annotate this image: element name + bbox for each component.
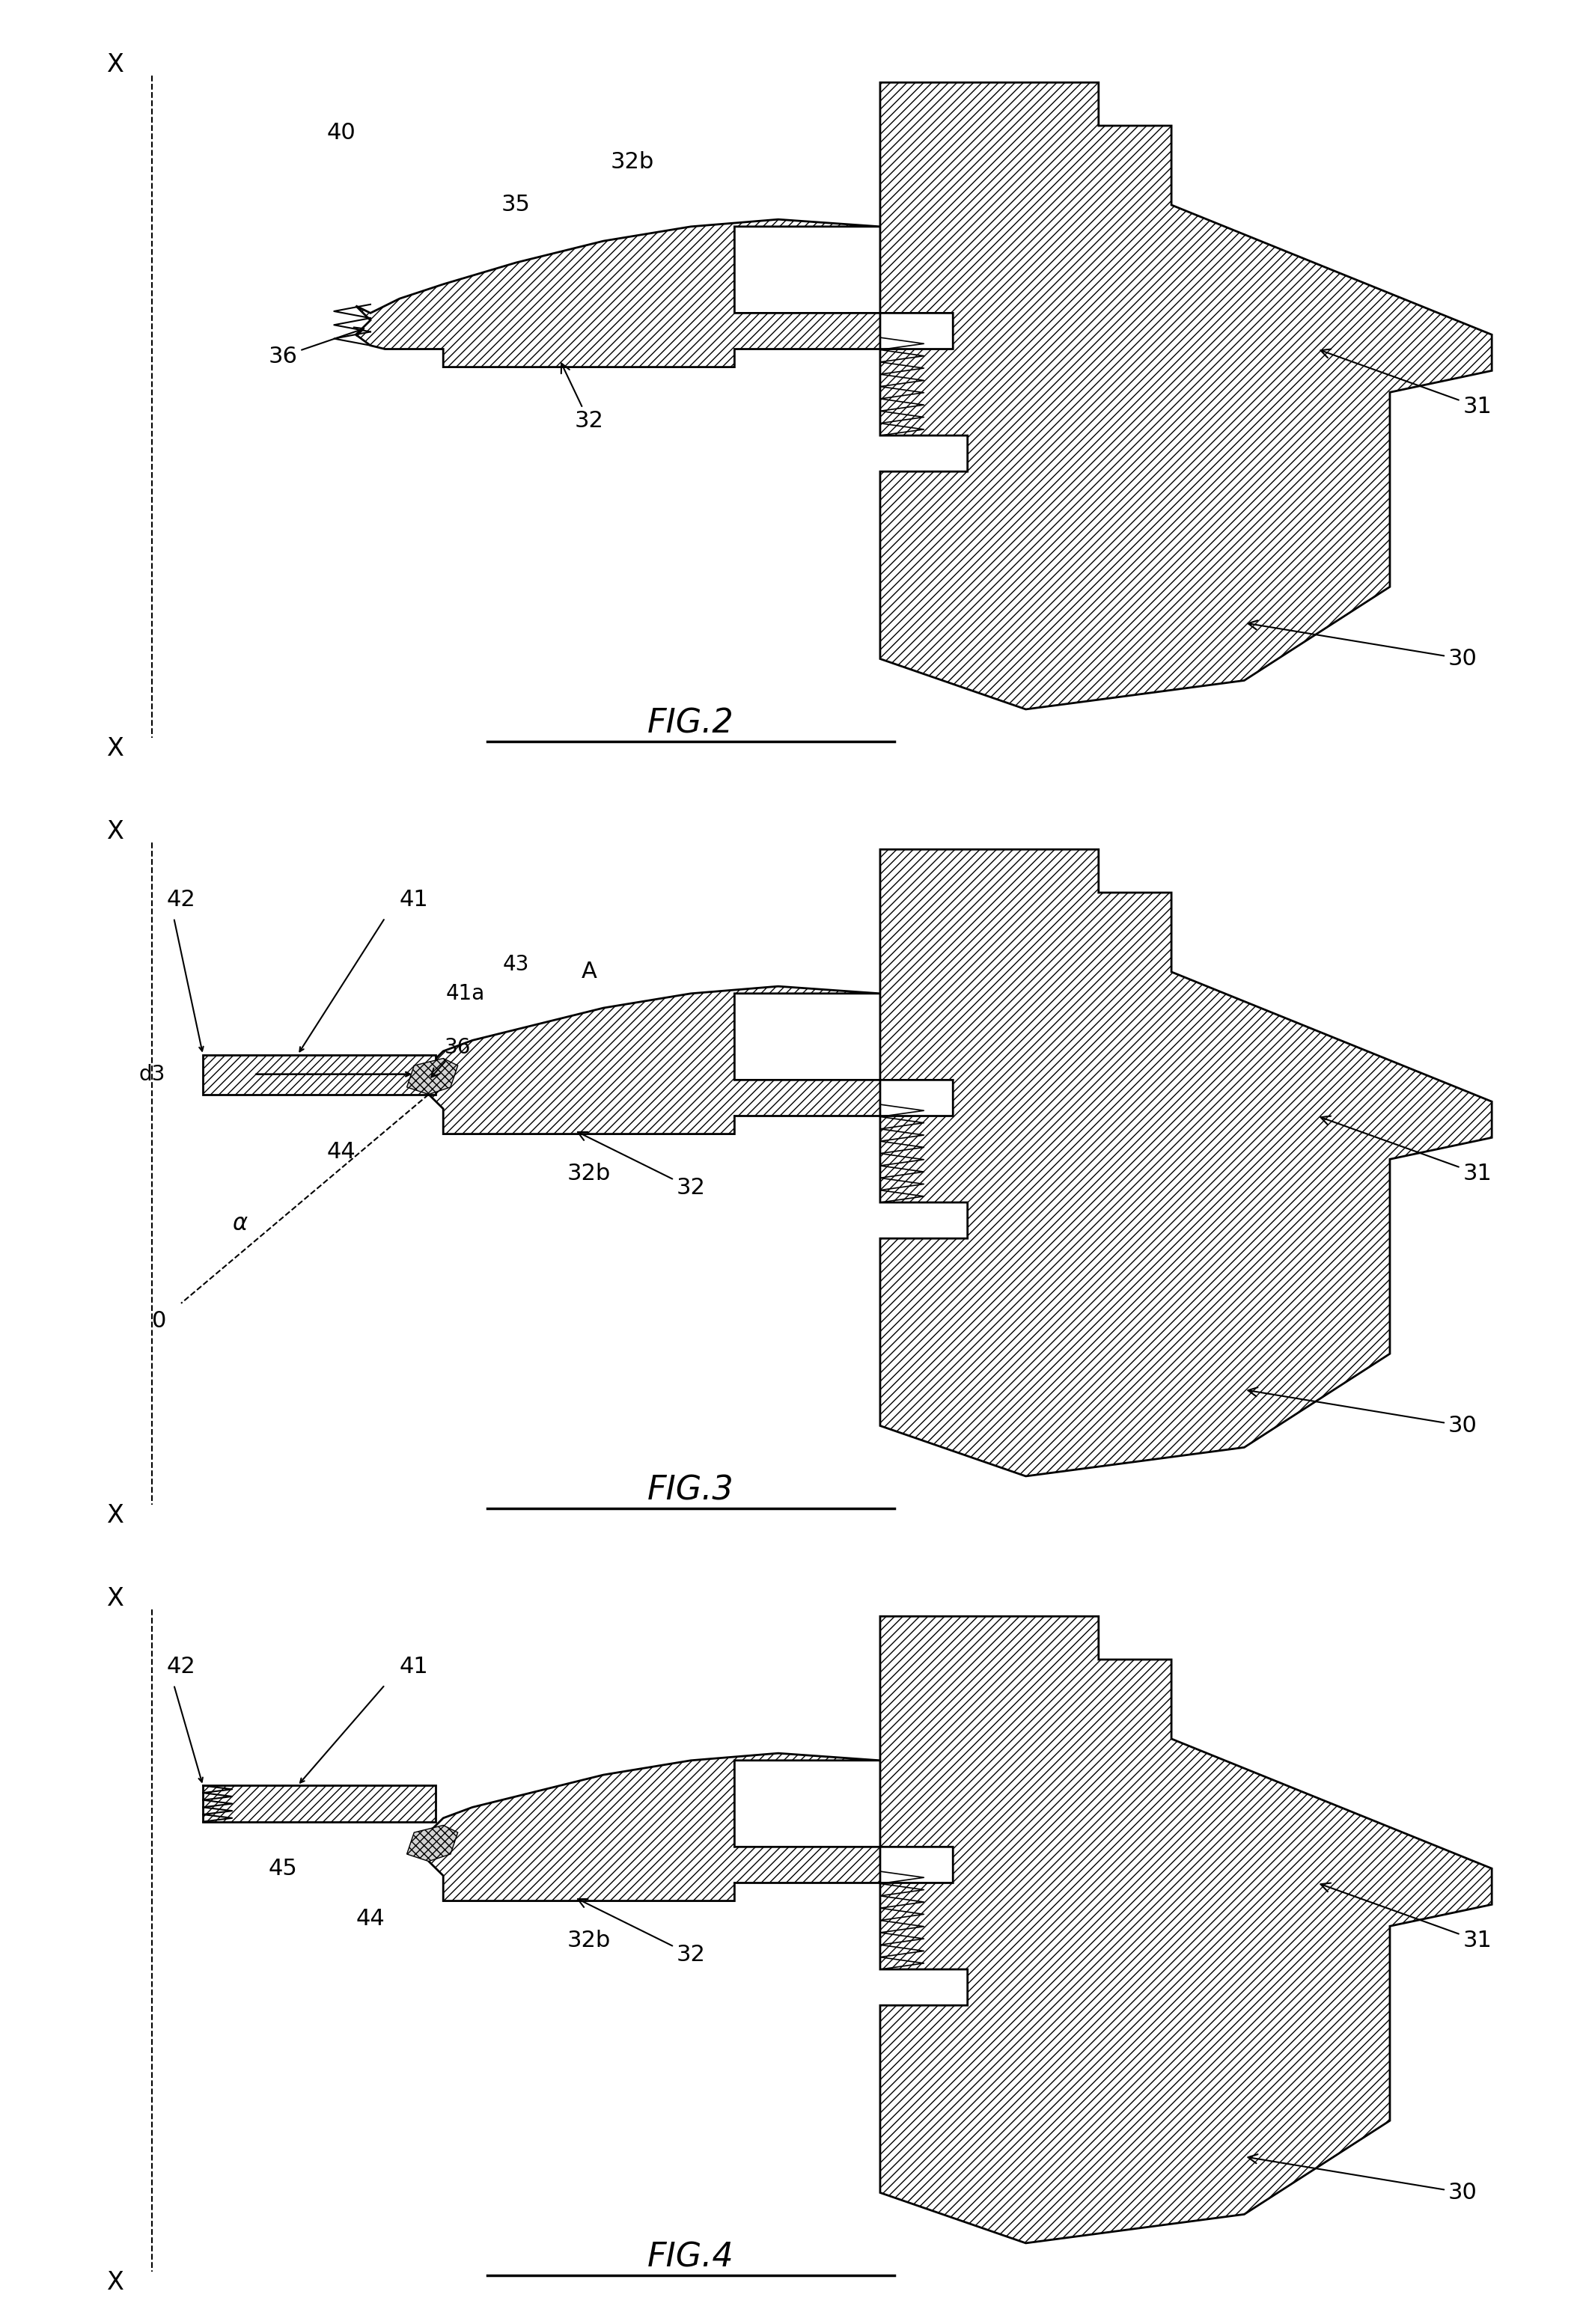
Text: 30: 30 bbox=[1247, 621, 1477, 669]
Text: 36: 36 bbox=[431, 1037, 472, 1076]
Text: 41: 41 bbox=[399, 1657, 429, 1678]
Text: 31: 31 bbox=[1320, 1116, 1491, 1185]
Text: α: α bbox=[231, 1213, 247, 1234]
Text: 45: 45 bbox=[269, 1857, 298, 1880]
Polygon shape bbox=[203, 1785, 435, 1822]
Text: 41: 41 bbox=[399, 890, 429, 911]
Text: 32b: 32b bbox=[611, 151, 654, 172]
Polygon shape bbox=[880, 81, 1491, 709]
Text: X: X bbox=[108, 51, 123, 77]
Text: X: X bbox=[108, 2271, 123, 2296]
Polygon shape bbox=[356, 218, 880, 367]
Text: 32: 32 bbox=[578, 1132, 706, 1199]
Text: 44: 44 bbox=[356, 1908, 385, 1929]
Text: FIG.2: FIG.2 bbox=[647, 706, 735, 739]
Text: 30: 30 bbox=[1247, 2154, 1477, 2203]
Text: 40: 40 bbox=[326, 123, 356, 144]
Text: A: A bbox=[581, 962, 597, 983]
Text: 31: 31 bbox=[1320, 1882, 1491, 1952]
Text: 32b: 32b bbox=[567, 1162, 611, 1185]
Text: 42: 42 bbox=[166, 890, 196, 911]
Text: 36: 36 bbox=[269, 328, 364, 367]
Polygon shape bbox=[880, 851, 1491, 1476]
Text: 30: 30 bbox=[1247, 1387, 1477, 1436]
Text: 31: 31 bbox=[1320, 349, 1491, 418]
Text: 44: 44 bbox=[326, 1141, 356, 1162]
Text: 43: 43 bbox=[503, 955, 529, 976]
Polygon shape bbox=[203, 1055, 435, 1095]
Text: 41a: 41a bbox=[445, 983, 484, 1004]
Polygon shape bbox=[407, 1824, 457, 1862]
Polygon shape bbox=[429, 985, 880, 1134]
Text: FIG.3: FIG.3 bbox=[647, 1473, 735, 1506]
Polygon shape bbox=[407, 1057, 457, 1095]
Text: d3: d3 bbox=[139, 1064, 165, 1085]
Text: 32: 32 bbox=[578, 1899, 706, 1966]
Text: 32b: 32b bbox=[567, 1929, 611, 1952]
Text: 42: 42 bbox=[166, 1657, 196, 1678]
Text: 35: 35 bbox=[502, 195, 530, 216]
Text: X: X bbox=[108, 737, 123, 762]
Polygon shape bbox=[880, 1618, 1491, 2243]
Text: 0: 0 bbox=[152, 1311, 166, 1332]
Text: X: X bbox=[108, 818, 123, 844]
Text: FIG.4: FIG.4 bbox=[647, 2240, 735, 2273]
Polygon shape bbox=[429, 1752, 880, 1901]
Text: 32: 32 bbox=[562, 363, 603, 432]
Text: X: X bbox=[108, 1585, 123, 1611]
Text: X: X bbox=[108, 1504, 123, 1529]
